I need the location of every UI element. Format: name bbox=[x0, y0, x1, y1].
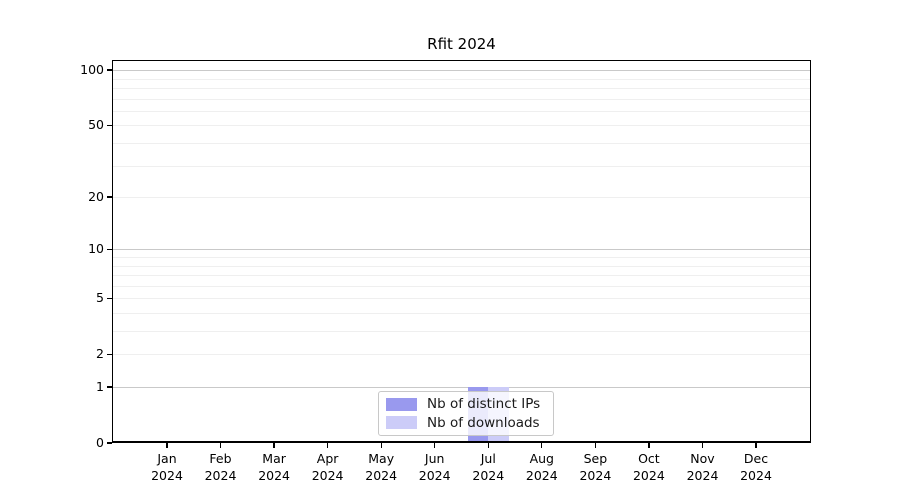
x-tick-label: Apr 2024 bbox=[311, 451, 344, 483]
x-tick-label: Feb 2024 bbox=[204, 451, 237, 483]
legend-label: Nb of downloads bbox=[427, 414, 540, 431]
plot-area bbox=[112, 60, 811, 443]
x-tick-label: Dec 2024 bbox=[740, 451, 772, 483]
x-tick-mark bbox=[755, 443, 757, 448]
legend-swatch bbox=[386, 416, 417, 430]
y-tick-mark bbox=[107, 353, 112, 355]
y-tick-label: 2 bbox=[96, 346, 104, 362]
x-tick-label: Sep 2024 bbox=[579, 451, 612, 483]
x-tick-mark bbox=[434, 443, 436, 448]
gridline-minor bbox=[112, 313, 811, 314]
x-tick-mark bbox=[701, 443, 704, 448]
x-tick-mark bbox=[541, 443, 543, 448]
y-tick-mark bbox=[107, 386, 112, 388]
chart-title: Rfit 2024 bbox=[427, 35, 496, 53]
gridline-minor bbox=[112, 88, 811, 89]
gridline-major bbox=[112, 70, 811, 72]
x-tick-mark bbox=[594, 443, 597, 448]
gridline-minor bbox=[112, 197, 811, 198]
y-tick-label: 0 bbox=[96, 435, 104, 450]
x-tick-label: Jan 2024 bbox=[151, 451, 183, 483]
gridline-minor bbox=[112, 98, 811, 100]
gridline-minor bbox=[112, 143, 811, 144]
legend-item: Nb of distinct IPs bbox=[386, 396, 546, 412]
y-tick-label: 5 bbox=[96, 290, 104, 306]
gridline-minor bbox=[112, 257, 811, 258]
x-tick-mark bbox=[487, 443, 489, 448]
y-tick-label: 50 bbox=[88, 117, 104, 133]
x-tick-label: Aug 2024 bbox=[525, 451, 558, 483]
gridline-minor bbox=[112, 285, 811, 287]
x-tick-mark bbox=[326, 443, 329, 448]
y-tick-mark bbox=[107, 196, 112, 198]
x-tick-label: Nov 2024 bbox=[686, 451, 719, 483]
gridline-minor bbox=[112, 110, 811, 112]
x-tick-mark bbox=[166, 443, 168, 448]
y-tick-label: 100 bbox=[80, 62, 104, 78]
legend-label: Nb of distinct IPs bbox=[427, 396, 541, 413]
gridline-minor bbox=[112, 331, 811, 332]
x-tick-label: Oct 2024 bbox=[632, 451, 665, 483]
y-tick-mark bbox=[107, 124, 112, 126]
y-tick-label: 1 bbox=[96, 379, 104, 394]
y-tick-label: 20 bbox=[88, 189, 104, 204]
x-tick-mark bbox=[380, 443, 382, 448]
x-tick-mark bbox=[648, 443, 650, 448]
legend: Nb of distinct IPs Nb of downloads bbox=[378, 391, 554, 436]
gridline-major bbox=[112, 249, 811, 251]
legend-swatch bbox=[386, 397, 417, 411]
gridline-minor bbox=[112, 125, 811, 127]
y-tick-mark bbox=[107, 442, 112, 444]
y-tick-mark bbox=[107, 69, 112, 71]
y-tick-mark bbox=[107, 248, 112, 250]
x-tick-label: May 2024 bbox=[365, 451, 398, 483]
x-tick-label: Mar 2024 bbox=[258, 451, 290, 483]
x-tick-label: Jun 2024 bbox=[418, 451, 451, 483]
gridline-minor bbox=[112, 165, 811, 167]
gridline-major bbox=[112, 387, 811, 388]
x-tick-label: Jul 2024 bbox=[472, 451, 505, 483]
x-tick-mark bbox=[219, 443, 222, 448]
gridline-minor bbox=[112, 265, 811, 267]
y-tick-mark bbox=[107, 297, 112, 299]
legend-item: Nb of downloads bbox=[386, 415, 546, 431]
gridline-minor bbox=[112, 78, 811, 80]
x-tick-mark bbox=[273, 443, 275, 448]
gridline-minor bbox=[112, 275, 811, 276]
gridline-minor bbox=[112, 354, 811, 356]
gridline-minor bbox=[112, 298, 811, 300]
y-tick-label: 10 bbox=[88, 241, 104, 257]
